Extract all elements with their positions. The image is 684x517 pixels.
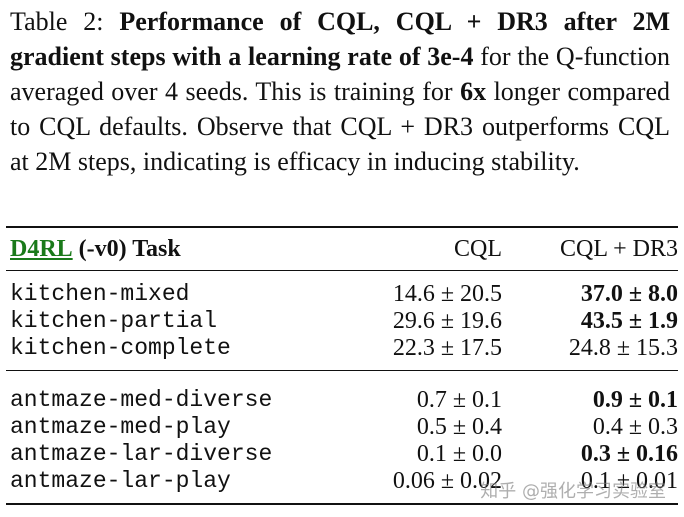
table-row: antmaze-med-play 0.5 ± 0.4 0.4 ± 0.3 bbox=[0, 414, 684, 441]
table-row: kitchen-complete 22.3 ± 17.5 24.8 ± 15.3 bbox=[0, 335, 684, 362]
group-rule bbox=[6, 370, 678, 371]
cql-cell: 14.6 ± 20.5 bbox=[392, 281, 502, 307]
spacer bbox=[0, 362, 684, 370]
dr3-cell: 0.1 ± 0.01 bbox=[580, 468, 678, 494]
header-cell: CQL + DR3 bbox=[560, 236, 678, 262]
spacer bbox=[0, 371, 684, 387]
bottom-rule bbox=[6, 503, 678, 505]
dr3-cell: 0.9 ± 0.1 bbox=[592, 387, 678, 413]
table-row: antmaze-lar-play 0.06 ± 0.02 0.1 ± 0.01 bbox=[0, 468, 684, 495]
table-body: kitchen-mixed 14.6 ± 20.5 37.0 ± 8.0 kitche… bbox=[0, 271, 684, 505]
caption-bold: 6x bbox=[460, 77, 487, 106]
dr3-cell: 43.5 ± 1.9 bbox=[580, 308, 678, 334]
header-text: (-v0) Task bbox=[78, 236, 181, 262]
dr3-cell: 0.4 ± 0.3 bbox=[592, 414, 678, 440]
task-cell: kitchen-complete bbox=[10, 335, 231, 361]
cql-cell: 0.7 ± 0.1 bbox=[416, 387, 502, 413]
dr3-cell: 37.0 ± 8.0 bbox=[580, 281, 678, 307]
caption-text: longer compared to CQL defaults. Observe… bbox=[10, 77, 670, 176]
watermark: 知乎 @强化学习实验室 bbox=[480, 481, 666, 502]
spacer bbox=[0, 271, 684, 281]
cql-cell: 0.06 ± 0.02 bbox=[392, 468, 502, 494]
header-cell: CQL bbox=[454, 236, 502, 262]
cql-cell: 0.1 ± 0.0 bbox=[416, 441, 502, 467]
link[interactable]: D4RL bbox=[10, 236, 73, 262]
task-cell: antmaze-med-play bbox=[10, 414, 231, 440]
caption-label: Table 2: bbox=[10, 7, 104, 36]
top-rule bbox=[6, 226, 678, 228]
header-row: D4RL (-v0) Task CQL CQL + DR3 bbox=[0, 228, 684, 270]
dr3-cell: 0.3 ± 0.16 bbox=[580, 441, 678, 467]
task-cell: antmaze-lar-play bbox=[10, 468, 231, 494]
cql-cell: 22.3 ± 17.5 bbox=[392, 335, 502, 361]
header-cell: D4RL (-v0) Task bbox=[10, 236, 181, 263]
task-cell: kitchen-partial bbox=[10, 308, 218, 334]
mid-rule bbox=[6, 270, 678, 271]
cql-cell: 29.6 ± 19.6 bbox=[392, 308, 502, 334]
cql-cell: 0.5 ± 0.4 bbox=[416, 414, 502, 440]
table-row: antmaze-lar-diverse 0.1 ± 0.0 0.3 ± 0.16 bbox=[0, 441, 684, 468]
task-cell: kitchen-mixed bbox=[10, 281, 190, 307]
task-cell: antmaze-lar-diverse bbox=[10, 441, 273, 467]
caption-text: for the Q-function averaged over 4 seeds… bbox=[10, 42, 671, 106]
table-row: kitchen-mixed 14.6 ± 20.5 37.0 ± 8.0 bbox=[0, 281, 684, 308]
table: D4RL (-v0) Task CQL CQL + DR3 kitchen-mi… bbox=[0, 226, 684, 505]
table-row: kitchen-partial 29.6 ± 19.6 43.5 ± 1.9 bbox=[0, 308, 684, 335]
dr3-cell: 24.8 ± 15.3 bbox=[568, 335, 678, 361]
caption: Table 2: Performance of CQL, CQL + DR3 a… bbox=[10, 4, 670, 179]
table-row: antmaze-med-diverse 0.7 ± 0.1 0.9 ± 0.1 bbox=[0, 387, 684, 414]
caption-bold: Performance of CQL, CQL + DR3 after 2M g… bbox=[10, 7, 671, 71]
task-cell: antmaze-med-diverse bbox=[10, 387, 273, 413]
